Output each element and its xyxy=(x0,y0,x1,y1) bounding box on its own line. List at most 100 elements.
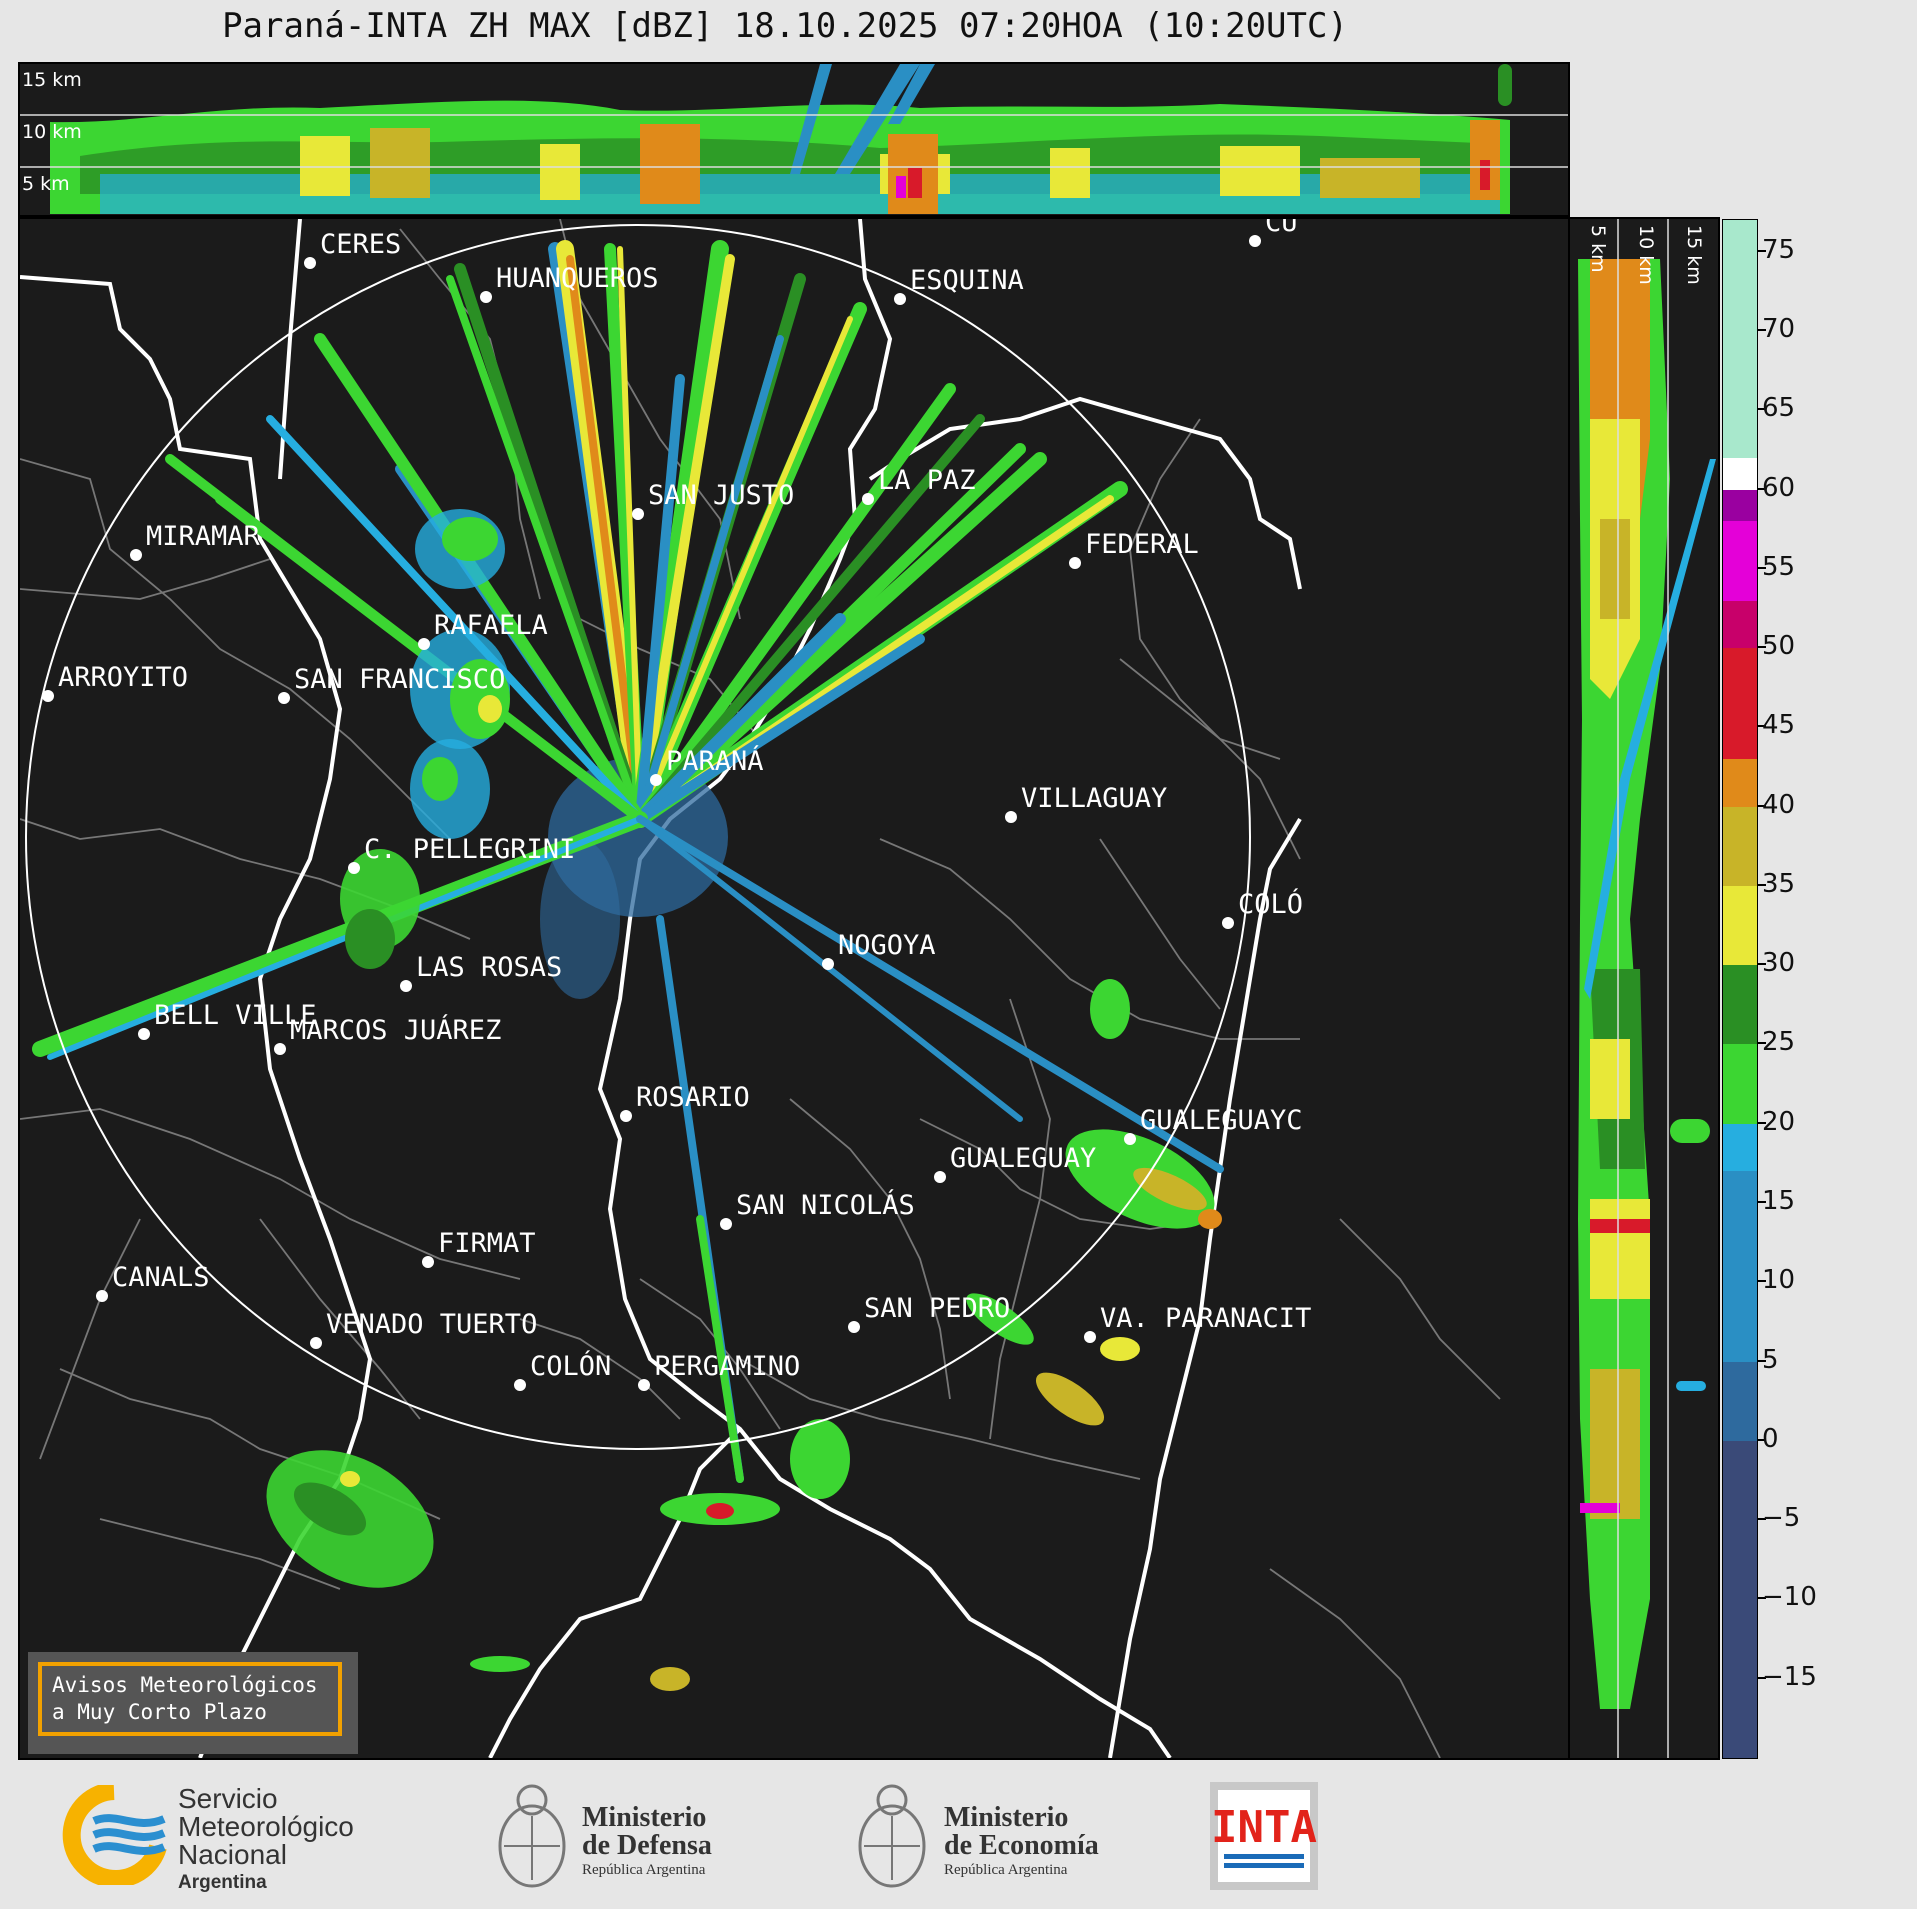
city-dot xyxy=(1005,811,1017,823)
colorbar-tick-mark xyxy=(1758,804,1766,807)
top-cross-section: 15 km 10 km 5 km xyxy=(18,62,1570,217)
city-colón: COLÓN xyxy=(514,1350,611,1391)
defensa-line-3: República Argentina xyxy=(582,1862,706,1878)
colorbar-tick-mark xyxy=(1758,1518,1766,1521)
city-label: FIRMAT xyxy=(438,1228,536,1259)
city-label: SAN PEDRO xyxy=(864,1293,1010,1324)
colorbar-tick-label: 75 xyxy=(1762,234,1796,265)
city-firmat: FIRMAT xyxy=(422,1228,536,1268)
city-ceres: CERES xyxy=(304,229,401,269)
smn-logo-text: Servicio Meteorológico Nacional Argentin… xyxy=(178,1785,354,1897)
city-label: COLÓ xyxy=(1238,888,1303,920)
defensa-line-2: de Defensa xyxy=(582,1830,712,1861)
top-cross-section-plot: 15 km 10 km 5 km xyxy=(20,64,1568,214)
city-gualeguayc: GUALEGUAYC xyxy=(1124,1105,1303,1145)
city-dot xyxy=(138,1028,150,1040)
economia-line-1: Ministerio xyxy=(944,1802,1069,1833)
city-label: VILLAGUAY xyxy=(1021,783,1167,814)
defensa-logo-text: Ministerio de Defensa República Argentin… xyxy=(582,1804,712,1880)
city-huanqueros: HUANQUEROS xyxy=(480,263,659,303)
city-dot xyxy=(130,549,142,561)
colorbar-tick-label: 5 xyxy=(1762,1344,1779,1375)
colorbar-band xyxy=(1723,806,1757,886)
city-federal: FEDERAL xyxy=(1069,529,1199,569)
colorbar-band xyxy=(1723,885,1757,966)
colorbar-tick-mark xyxy=(1758,408,1766,411)
city-canals: CANALS xyxy=(96,1262,210,1302)
colorbar-tick-label: −10 xyxy=(1762,1582,1817,1613)
city-dot xyxy=(620,1110,632,1122)
city-dot xyxy=(514,1379,526,1391)
colorbar-tick-label: 70 xyxy=(1762,313,1796,344)
city-nogoya: NOGOYA xyxy=(822,930,936,970)
defensa-line-1: Ministerio xyxy=(582,1802,707,1833)
colorbar-tick-mark xyxy=(1758,1280,1766,1283)
economia-seal-icon xyxy=(858,1784,926,1888)
top-km-label-10: 10 km xyxy=(22,121,82,143)
city-san-pedro: SAN PEDRO xyxy=(848,1293,1010,1333)
city-paraná: PARANÁ xyxy=(650,745,764,786)
right-km-label-10: 10 km xyxy=(1635,225,1657,285)
economia-line-2: de Economía xyxy=(944,1830,1099,1861)
defensa-seal-icon xyxy=(498,1784,566,1888)
city-label: HUANQUEROS xyxy=(496,263,659,294)
colorbar-band xyxy=(1723,1440,1757,1758)
city-miramar: MIRAMAR xyxy=(130,521,261,561)
city-label: COLÓN xyxy=(530,1350,611,1382)
colorbar xyxy=(1722,219,1758,1759)
radar-map[interactable]: CERES HUANQUEROS ESQUINA CU SAN JUSTO LA PAZ M… xyxy=(18,217,1570,1760)
colorbar-tick-mark xyxy=(1758,328,1766,331)
colorbar-band xyxy=(1723,489,1757,522)
smn-logo-icon xyxy=(62,1785,167,1885)
right-cross-section: 5 km 10 km 15 km xyxy=(1570,217,1720,1760)
city-dot xyxy=(1249,235,1261,247)
colorbar-band xyxy=(1723,1044,1757,1124)
city-va-paranacit: VA. PARANACIT xyxy=(1084,1303,1311,1343)
notice-box: Avisos Meteorológicos a Muy Corto Plazo xyxy=(28,1652,358,1754)
colorbar-tick-label: 30 xyxy=(1762,948,1796,979)
inta-logo-icon: INTA xyxy=(1210,1782,1318,1890)
city-dot xyxy=(348,862,360,874)
colorbar-tick-label: 60 xyxy=(1762,472,1796,503)
economia-logo-text: Ministerio de Economía República Argenti… xyxy=(944,1804,1099,1880)
city-label: GUALEGUAY xyxy=(950,1143,1096,1174)
colorbar-tick-mark xyxy=(1758,1359,1766,1362)
city-gualeguay: GUALEGUAY xyxy=(934,1143,1096,1183)
city-label: CU xyxy=(1265,219,1298,238)
colorbar-tick-mark xyxy=(1758,1597,1766,1600)
inta-logo-text: INTA xyxy=(1211,1802,1317,1853)
right-cross-section-plot: 5 km 10 km 15 km xyxy=(1578,219,1716,1758)
city-marcos-juárez: MARCOS JUÁREZ xyxy=(274,1014,501,1055)
colorbar-tick-label: 10 xyxy=(1762,1265,1796,1296)
smn-line-1: Servicio xyxy=(178,1783,278,1814)
colorbar-tick-label: −5 xyxy=(1762,1503,1801,1534)
city-bell-ville: BELL VILLE xyxy=(138,1000,317,1040)
city-label: SAN NICOLÁS xyxy=(736,1189,915,1221)
city-san-francisco: SAN FRANCISCO xyxy=(278,664,505,704)
city-rafaela: RAFAELA xyxy=(418,610,548,650)
colorbar-tick-label: −15 xyxy=(1762,1661,1817,1692)
city-dot xyxy=(1124,1133,1136,1145)
city-dot xyxy=(1084,1331,1096,1343)
colorbar-tick-label: 40 xyxy=(1762,789,1796,820)
city-venado-tuerto: VENADO TUERTO xyxy=(310,1309,537,1349)
city-label: FEDERAL xyxy=(1085,529,1199,560)
colorbar-band xyxy=(1723,1361,1757,1441)
colorbar-tick-label: 55 xyxy=(1762,551,1796,582)
city-dot xyxy=(480,291,492,303)
city-dot xyxy=(720,1218,732,1230)
colorbar-tick-mark xyxy=(1758,646,1766,649)
city-dot xyxy=(400,980,412,992)
city-label: ESQUINA xyxy=(910,265,1024,296)
city-cu: CU xyxy=(1249,219,1298,247)
city-esquina: ESQUINA xyxy=(894,265,1024,305)
colorbar-tick-mark xyxy=(1758,963,1766,966)
city-coló: COLÓ xyxy=(1222,888,1303,929)
city-dot xyxy=(650,774,662,786)
city-rosario: ROSARIO xyxy=(620,1082,750,1122)
colorbar-tick-label: 20 xyxy=(1762,1106,1796,1137)
city-villaguay: VILLAGUAY xyxy=(1005,783,1167,823)
right-km-label-5: 5 km xyxy=(1587,225,1609,273)
city-label: RAFAELA xyxy=(434,610,548,641)
city-las-rosas: LAS ROSAS xyxy=(400,952,562,992)
